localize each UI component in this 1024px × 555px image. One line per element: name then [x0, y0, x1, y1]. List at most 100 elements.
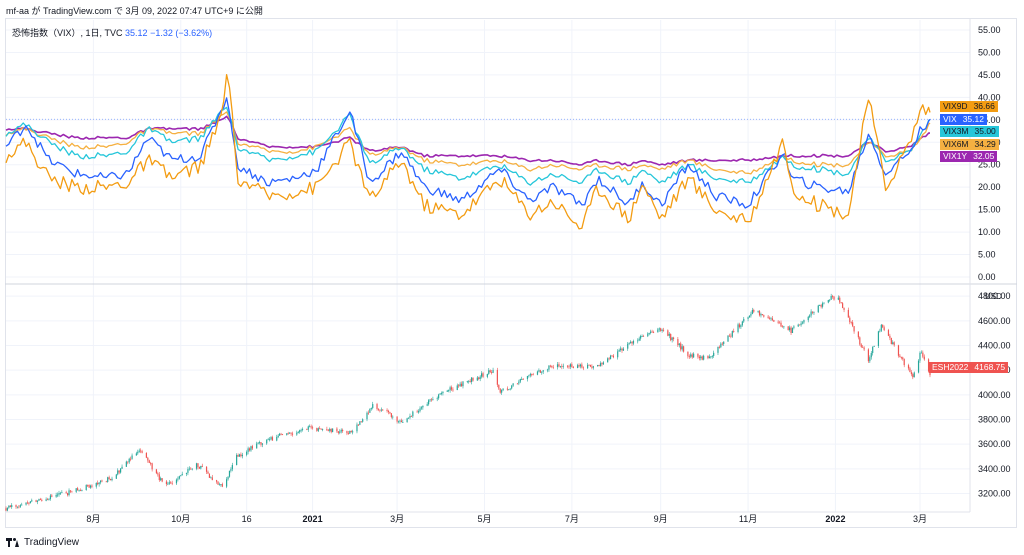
series-line-vix [5, 97, 931, 209]
es-candle [589, 364, 592, 367]
es-candle [279, 433, 281, 436]
es-candle [753, 310, 755, 312]
es-candle [531, 373, 533, 375]
es-candle [508, 389, 510, 390]
es-candle [205, 466, 208, 472]
es-candle [346, 431, 348, 434]
es-candle [813, 312, 815, 314]
es-candle [107, 477, 109, 482]
es-y-tick-label: 3800.00 [978, 415, 1011, 425]
es-candle [251, 446, 253, 449]
es-candle [922, 352, 924, 357]
es-candle [859, 337, 861, 345]
es-candle [867, 349, 869, 362]
es-candle [721, 343, 723, 345]
es-candle [432, 399, 434, 400]
es-candle [900, 357, 902, 359]
es-candle [498, 384, 500, 389]
series-line-vix9d [5, 74, 931, 230]
es-candle [511, 385, 513, 389]
es-candle [429, 399, 431, 401]
es-candle [420, 407, 423, 409]
es-candle [449, 387, 451, 391]
es-candle [509, 388, 511, 390]
es-candle [731, 331, 733, 337]
es-candle [650, 331, 652, 333]
es-candle [862, 346, 864, 348]
x-tick-label: 16 [242, 514, 252, 524]
es-candle [899, 355, 901, 358]
vix-y-tick-label: 40.00 [978, 92, 1001, 102]
es-candle [658, 328, 660, 330]
es-candle [316, 428, 318, 431]
es-candle [266, 439, 268, 444]
es-candle [87, 484, 89, 486]
es-candle [501, 390, 503, 393]
es-candle [105, 481, 107, 483]
es-candle [599, 363, 602, 367]
es-candle [587, 364, 589, 369]
es-candle [919, 352, 921, 361]
es-candle [611, 355, 613, 357]
es-candle [757, 311, 759, 312]
es-y-tick-label: 3200.00 [978, 489, 1011, 499]
es-candle [61, 492, 63, 494]
es-candle [609, 355, 612, 360]
es-candle [708, 356, 710, 359]
es-candle [200, 465, 202, 469]
es-candle [289, 432, 291, 434]
es-candle [452, 389, 454, 391]
es-candle [296, 432, 298, 435]
es-candle [339, 431, 341, 433]
es-candle [267, 439, 269, 441]
badge-name: VIX [940, 114, 960, 125]
es-candle [790, 327, 792, 334]
es-candle [85, 484, 87, 491]
vix-y-tick-label: 5.00 [978, 250, 996, 260]
es-candle [97, 482, 99, 485]
es-candle [317, 428, 319, 431]
es-candle [748, 315, 751, 318]
es-candle [150, 462, 152, 464]
es-candle [819, 305, 821, 306]
es-candle [869, 357, 871, 362]
es-candle [578, 365, 580, 367]
es-candle [185, 472, 188, 474]
es-candle [539, 370, 541, 373]
es-candle [360, 421, 362, 423]
es-candle [221, 484, 223, 487]
es-candle [367, 412, 370, 414]
es-candle [468, 380, 470, 382]
es-candle [829, 299, 831, 301]
es-candle [377, 409, 380, 410]
badge-vix3m: VIX3M 35.00 [940, 126, 999, 137]
es-candle [887, 330, 890, 336]
es-candle [542, 370, 544, 372]
es-candle [618, 349, 620, 352]
badge-vix9d: VIX9D 36.66 [940, 101, 998, 112]
es-candle [387, 410, 390, 413]
es-candle [281, 434, 284, 436]
es-candle [111, 478, 113, 481]
es-candle [877, 331, 880, 347]
es-candle [91, 485, 93, 487]
es-candle [145, 452, 147, 458]
es-candle [332, 428, 334, 433]
es-candle [558, 364, 560, 367]
es-candle [777, 321, 779, 323]
footer-brand[interactable]: TradingView [6, 537, 79, 548]
es-candle [770, 318, 772, 320]
es-candle [45, 499, 47, 501]
es-candle [101, 480, 103, 482]
es-candle [286, 433, 288, 436]
es-candle [171, 482, 173, 484]
vix-y-tick-label: 20.00 [978, 182, 1001, 192]
es-candle [340, 429, 342, 432]
es-candle [907, 365, 910, 369]
es-candle [379, 409, 381, 411]
es-candle [370, 408, 372, 409]
es-candle [718, 346, 721, 348]
es-candle [426, 404, 428, 406]
es-candle [130, 458, 132, 460]
es-candle [228, 470, 231, 477]
